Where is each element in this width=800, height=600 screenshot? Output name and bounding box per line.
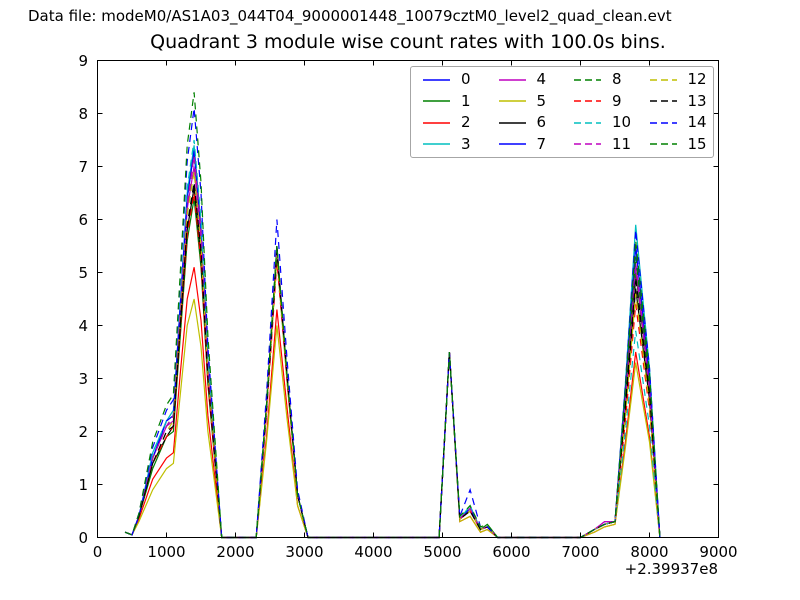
legend-box: 0 1 2 3 4 5 6 7 8 9 10 11 12 13 14 15 [410,66,714,158]
series-line-1 [124,198,661,539]
legend-label: 6 [536,113,547,132]
x-tick-label: 8000 [630,543,668,561]
legend-line-sample [498,122,526,124]
legend-line-sample [574,122,601,124]
legend-entry-14: 14 [638,113,714,133]
legend-entry-11: 11 [562,134,638,154]
series-line-15 [124,92,661,539]
legend-line-sample [649,122,677,124]
legend-entry-6: 6 [487,113,563,133]
axes-frame [97,60,719,538]
legend-label: 15 [687,134,707,153]
data-file-label: Data file: modeM0/AS1A03_044T04_90000014… [28,7,672,25]
legend-label: 2 [461,113,471,132]
legend-line-sample [498,79,526,81]
legend-entry-10: 10 [562,113,638,133]
x-tick-label: 0 [93,543,103,561]
legend-line-sample [423,79,450,81]
legend-line-sample [423,143,450,145]
x-tick-label: 1000 [147,543,185,561]
legend-line-sample [574,143,601,145]
legend-entry-1: 1 [411,91,487,111]
legend-entry-4: 4 [487,70,563,90]
y-tick-label: 0 [78,529,88,547]
chart-title: Quadrant 3 module wise count rates with … [150,31,666,53]
legend-line-sample [423,100,450,102]
legend-entry-8: 8 [562,70,638,90]
y-tick-label: 4 [78,317,88,335]
legend-label: 0 [461,70,471,89]
legend-line-sample [498,100,526,102]
legend-label: 1 [461,91,471,110]
x-tick-label: 4000 [354,543,392,561]
x-axis-offset-label: +2.39937e8 [624,560,718,578]
legend-entry-13: 13 [638,91,714,111]
legend-entry-2: 2 [411,113,487,133]
series-line-5 [124,298,661,539]
legend-entry-0: 0 [411,70,487,90]
y-tick-label: 6 [78,211,88,229]
legend-line-sample [574,79,601,81]
x-tick-label: 2000 [216,543,254,561]
series-line-12 [124,171,661,539]
legend-label: 4 [536,70,547,89]
x-tick-label: 6000 [492,543,530,561]
legend-line-sample [574,100,601,102]
y-tick-label: 3 [78,370,88,388]
legend-label: 12 [687,70,707,89]
y-tick-label: 2 [78,423,88,441]
series-line-9 [124,192,661,539]
series-line-13 [124,182,661,539]
legend-entry-7: 7 [487,134,563,154]
legend-label: 10 [612,113,632,132]
legend-label: 11 [612,134,632,153]
y-tick-label: 1 [78,476,88,494]
x-tick-label: 9000 [699,543,737,561]
legend-label: 5 [536,91,547,110]
y-tick-label: 9 [78,52,88,70]
legend-entry-12: 12 [638,70,714,90]
x-tick-label: 3000 [285,543,323,561]
legend-entry-5: 5 [487,91,563,111]
legend-label: 7 [536,134,547,153]
legend-line-sample [649,100,677,102]
legend-line-sample [649,79,677,81]
y-tick-label: 7 [78,158,88,176]
legend-line-sample [423,122,450,124]
y-tick-label: 5 [78,264,88,282]
y-tick-label: 8 [78,105,88,123]
x-tick-label: 5000 [423,543,461,561]
series-line-4 [124,166,661,539]
legend-label: 9 [612,91,622,110]
legend-label: 14 [687,113,707,132]
legend-label: 8 [612,70,622,89]
legend-label: 3 [461,134,471,153]
legend-entry-15: 15 [638,134,714,154]
x-tick-label: 7000 [561,543,599,561]
series-line-6 [124,187,661,539]
legend-entry-9: 9 [562,91,638,111]
legend-label: 13 [687,91,707,110]
legend-line-sample [649,143,677,145]
legend-line-sample [498,143,526,145]
legend-entry-3: 3 [411,134,487,154]
